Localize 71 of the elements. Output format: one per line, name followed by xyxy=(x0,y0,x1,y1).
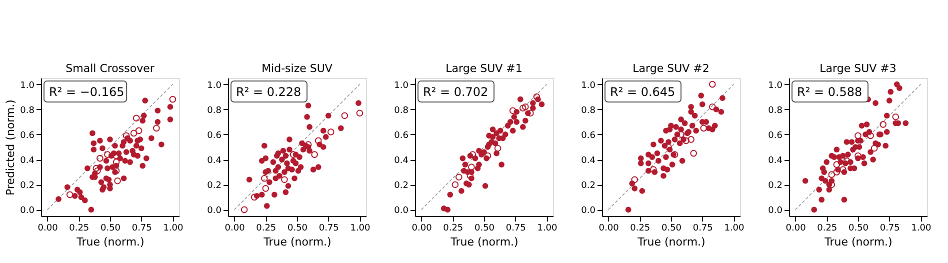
x-tick-label: 1.00 xyxy=(724,224,745,234)
y-tick-label: 0.0 xyxy=(207,206,222,216)
x-axis-title: True (norm.) xyxy=(636,236,706,248)
x-tick-label: 0.50 xyxy=(474,224,495,234)
x-tick-label: 0.75 xyxy=(318,224,339,234)
y-tick-label: 0.6 xyxy=(207,130,222,141)
x-tick-label: 0.25 xyxy=(69,224,90,234)
y-tick-label: 0.0 xyxy=(20,206,35,216)
x-tick-label: 1.00 xyxy=(911,224,932,234)
chart-title: Large SUV #2 xyxy=(632,62,710,75)
y-tick-label: 0.8 xyxy=(581,106,596,116)
x-tick-label: 0.25 xyxy=(443,224,464,234)
y-tick-label: 1.0 xyxy=(394,80,409,91)
y-tick-label: 0.2 xyxy=(394,181,408,192)
annotation: R² = 0.702 xyxy=(423,85,488,99)
annotation: R² = 0.228 xyxy=(236,85,302,99)
chart-title: Large SUV #3 xyxy=(820,62,896,75)
y-axis-title: Predicted (norm.) xyxy=(4,100,18,196)
y-tick-label: 0.2 xyxy=(768,181,782,192)
x-tick-label: 0.75 xyxy=(692,224,713,234)
x-tick-label: 0.00 xyxy=(598,224,620,234)
x-tick-label: 0.50 xyxy=(661,224,682,234)
x-tick-label: 0.00 xyxy=(786,224,806,234)
x-tick-label: 1.00 xyxy=(350,224,371,234)
y-tick-label: 0.0 xyxy=(394,206,409,216)
y-tick-label: 1.0 xyxy=(581,80,596,91)
x-tick-label: 1.00 xyxy=(163,224,184,234)
chart-title: Small Crossover xyxy=(66,62,155,75)
y-tick-label: 0.6 xyxy=(394,130,409,141)
y-tick-label: 1.0 xyxy=(20,80,35,91)
y-tick-label: 0.4 xyxy=(581,156,596,166)
y-tick-label: 0.4 xyxy=(768,156,783,166)
x-tick-label: 0.50 xyxy=(100,224,121,234)
annotation: R² = −0.165 xyxy=(49,85,124,99)
x-tick-label: 0.25 xyxy=(817,224,838,234)
x-axis-title: True (norm.) xyxy=(262,236,332,248)
y-tick-label: 0.8 xyxy=(207,106,222,116)
y-tick-label: 0.6 xyxy=(581,130,596,141)
annotation: R² = 0.588 xyxy=(797,85,862,99)
chart-title: Large SUV #1 xyxy=(446,62,522,75)
y-tick-label: 0.4 xyxy=(20,156,35,166)
y-tick-label: 0.6 xyxy=(768,130,783,141)
x-tick-label: 1.00 xyxy=(537,224,558,234)
y-tick-label: 0.2 xyxy=(207,181,222,192)
x-tick-label: 0.75 xyxy=(880,224,900,234)
y-tick-label: 0.8 xyxy=(394,106,409,116)
chart-title: Mid-size SUV xyxy=(262,62,333,75)
x-axis-title: True (norm.) xyxy=(450,236,518,248)
x-tick-label: 0.00 xyxy=(412,224,432,234)
y-tick-label: 0.2 xyxy=(20,181,34,192)
annotation: R² = 0.645 xyxy=(610,85,676,99)
x-tick-label: 0.00 xyxy=(224,224,246,234)
x-tick-label: 0.00 xyxy=(38,224,58,234)
x-axis-title: True (norm.) xyxy=(76,236,144,248)
y-tick-label: 0.2 xyxy=(581,181,596,192)
y-tick-label: 0.8 xyxy=(20,106,35,116)
y-tick-label: 1.0 xyxy=(768,80,783,91)
y-tick-label: 0.0 xyxy=(581,206,596,216)
x-tick-label: 0.25 xyxy=(630,224,650,234)
x-tick-label: 0.75 xyxy=(132,224,152,234)
x-axis-title: True (norm.) xyxy=(824,236,892,248)
x-tick-label: 0.50 xyxy=(287,224,308,234)
y-tick-label: 1.0 xyxy=(207,80,222,91)
y-tick-label: 0.6 xyxy=(20,130,35,141)
x-tick-label: 0.75 xyxy=(506,224,526,234)
x-tick-label: 0.50 xyxy=(848,224,869,234)
y-tick-label: 0.8 xyxy=(768,106,783,116)
y-tick-label: 0.4 xyxy=(394,156,409,166)
x-tick-label: 0.25 xyxy=(256,224,276,234)
y-tick-label: 0.0 xyxy=(768,206,783,216)
y-tick-label: 0.4 xyxy=(207,156,222,166)
